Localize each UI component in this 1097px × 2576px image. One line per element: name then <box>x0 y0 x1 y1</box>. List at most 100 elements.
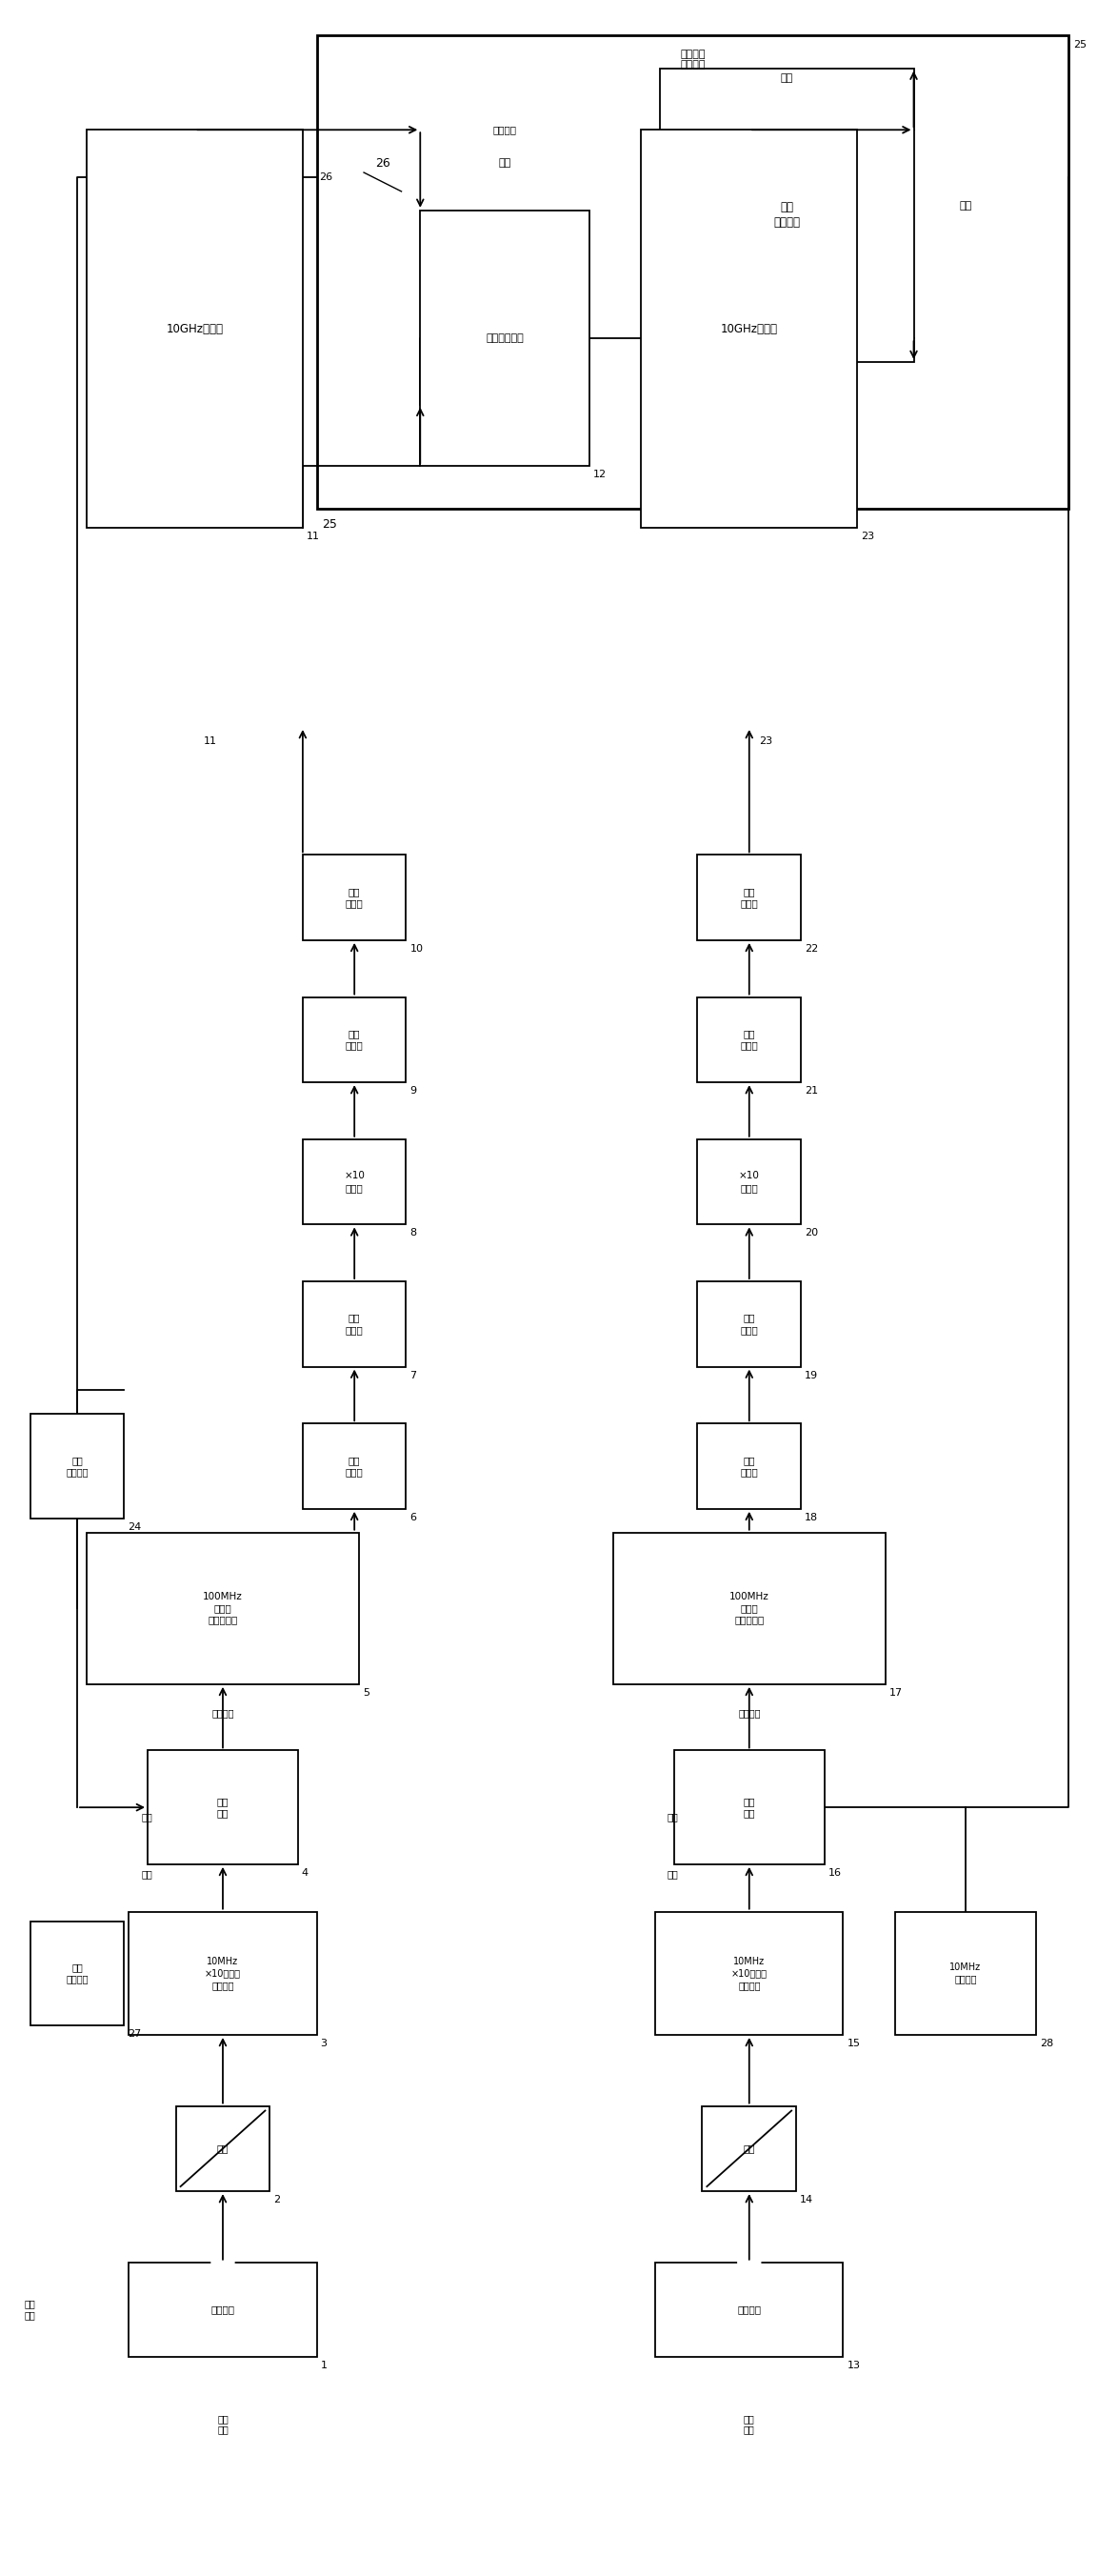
Bar <box>702 2107 796 2192</box>
Text: 隔离
放大器: 隔离 放大器 <box>740 1455 758 1476</box>
Text: 13: 13 <box>847 2360 860 2370</box>
Text: 21: 21 <box>805 1087 818 1095</box>
Text: 压控
输入接口: 压控 输入接口 <box>66 1963 88 1984</box>
Text: 压控
输入: 压控 输入 <box>217 2414 228 2434</box>
Bar <box>698 855 801 940</box>
Text: 11: 11 <box>306 531 320 541</box>
Bar <box>698 997 801 1082</box>
Bar <box>303 1425 406 1510</box>
Text: 压控输出: 压控输出 <box>493 126 517 134</box>
Bar <box>420 211 589 466</box>
Bar <box>698 1280 801 1368</box>
Bar <box>128 2262 317 2357</box>
Text: 18: 18 <box>805 1512 818 1522</box>
Text: 相位噪声
测量系统: 相位噪声 测量系统 <box>680 49 705 70</box>
Bar <box>30 1414 124 1517</box>
Text: 26: 26 <box>319 173 332 183</box>
Text: 隔离
放大器: 隔离 放大器 <box>346 1455 363 1476</box>
Text: 开关: 开关 <box>744 2143 755 2154</box>
Text: 高稳晶振: 高稳晶振 <box>211 2306 235 2313</box>
Bar <box>660 67 914 363</box>
Text: 23: 23 <box>861 531 874 541</box>
Bar <box>303 1280 406 1368</box>
Text: 10MHz
输出接口: 10MHz 输出接口 <box>950 1963 981 1984</box>
Text: 23: 23 <box>759 737 772 747</box>
Text: 压控输出: 压控输出 <box>212 1708 234 1718</box>
Bar <box>303 997 406 1082</box>
Text: 28: 28 <box>1040 2038 1053 2048</box>
Bar <box>30 1922 124 2025</box>
Text: 2: 2 <box>273 2195 281 2205</box>
Bar <box>641 129 857 528</box>
Bar <box>655 2262 844 2357</box>
Text: 梳状
滤波器: 梳状 滤波器 <box>740 1028 758 1051</box>
Text: 10: 10 <box>410 943 423 953</box>
Text: 射频: 射频 <box>142 1870 152 1878</box>
Circle shape <box>738 2251 760 2275</box>
Bar <box>87 129 303 528</box>
Text: 功率
放大器: 功率 放大器 <box>346 886 363 909</box>
Text: 19: 19 <box>805 1370 818 1381</box>
Text: 压控
输入: 压控 输入 <box>24 2300 36 2321</box>
Text: 15: 15 <box>847 2038 860 2048</box>
Text: 微波检相端口: 微波检相端口 <box>486 332 523 343</box>
Text: 24: 24 <box>128 1522 142 1533</box>
Text: 26: 26 <box>375 157 391 170</box>
Text: 射频: 射频 <box>959 201 972 211</box>
Text: 27: 27 <box>128 2030 142 2038</box>
Text: 锁相
环路: 锁相 环路 <box>744 1795 755 1819</box>
Bar <box>87 1533 359 1685</box>
Bar <box>303 855 406 940</box>
Text: 3: 3 <box>320 2038 327 2048</box>
Text: 高稳晶振: 高稳晶振 <box>737 2306 761 2313</box>
Bar <box>655 1911 844 2035</box>
Text: 12: 12 <box>593 469 607 479</box>
Circle shape <box>212 2251 234 2275</box>
Text: 8: 8 <box>410 1229 417 1239</box>
Text: 本振: 本振 <box>667 1811 679 1821</box>
Text: 20: 20 <box>805 1229 818 1239</box>
Text: 锁相
环路: 锁相 环路 <box>217 1795 229 1819</box>
Bar <box>895 1911 1036 2035</box>
Text: 11: 11 <box>204 737 217 747</box>
Text: 10MHz
×10倍频器
输出接口: 10MHz ×10倍频器 输出接口 <box>205 1958 241 1989</box>
Text: 25: 25 <box>1074 39 1087 49</box>
Text: 9: 9 <box>410 1087 417 1095</box>
Text: 10GHz微波源: 10GHz微波源 <box>166 322 223 335</box>
Text: 10MHz
×10倍频器
输出接口: 10MHz ×10倍频器 输出接口 <box>731 1958 767 1989</box>
Bar <box>303 1139 406 1224</box>
Bar <box>148 1752 298 1865</box>
Text: 压控
输入: 压控 输入 <box>744 2414 755 2434</box>
Text: 压控输出: 压控输出 <box>738 1708 760 1718</box>
Text: 14: 14 <box>800 2195 813 2205</box>
Bar <box>698 1139 801 1224</box>
Bar <box>613 1533 885 1685</box>
Text: 压控
输入接口: 压控 输入接口 <box>66 1455 88 1476</box>
Bar <box>176 2107 270 2192</box>
Text: 开关: 开关 <box>217 2143 229 2154</box>
Text: 4: 4 <box>302 1868 308 1878</box>
Text: 梳状
发生器: 梳状 发生器 <box>740 1314 758 1334</box>
Text: 本振: 本振 <box>142 1811 152 1821</box>
Text: 25: 25 <box>321 518 337 531</box>
Text: ×10
倍频器: ×10 倍频器 <box>344 1172 365 1193</box>
Text: 1: 1 <box>320 2360 327 2370</box>
Text: ×10
倍频器: ×10 倍频器 <box>738 1172 759 1193</box>
Text: 10GHz微波源: 10GHz微波源 <box>721 322 778 335</box>
Text: 16: 16 <box>828 1868 841 1878</box>
Text: 梳状
发生器: 梳状 发生器 <box>346 1314 363 1334</box>
Bar <box>674 1752 825 1865</box>
Text: 射频: 射频 <box>667 1870 679 1878</box>
Bar <box>317 36 1068 510</box>
Text: 本振: 本振 <box>498 157 511 167</box>
Text: 100MHz
低噪声
压控振荡器: 100MHz 低噪声 压控振荡器 <box>203 1592 242 1625</box>
Text: 梳状
滤波器: 梳状 滤波器 <box>346 1028 363 1051</box>
Text: 功率
放大器: 功率 放大器 <box>740 886 758 909</box>
Bar <box>698 1425 801 1510</box>
Text: 17: 17 <box>890 1687 903 1698</box>
Text: 射频
检相端口: 射频 检相端口 <box>773 201 800 229</box>
Text: 5: 5 <box>363 1687 370 1698</box>
Text: 22: 22 <box>805 943 818 953</box>
Text: 7: 7 <box>410 1370 417 1381</box>
Bar <box>128 1911 317 2035</box>
